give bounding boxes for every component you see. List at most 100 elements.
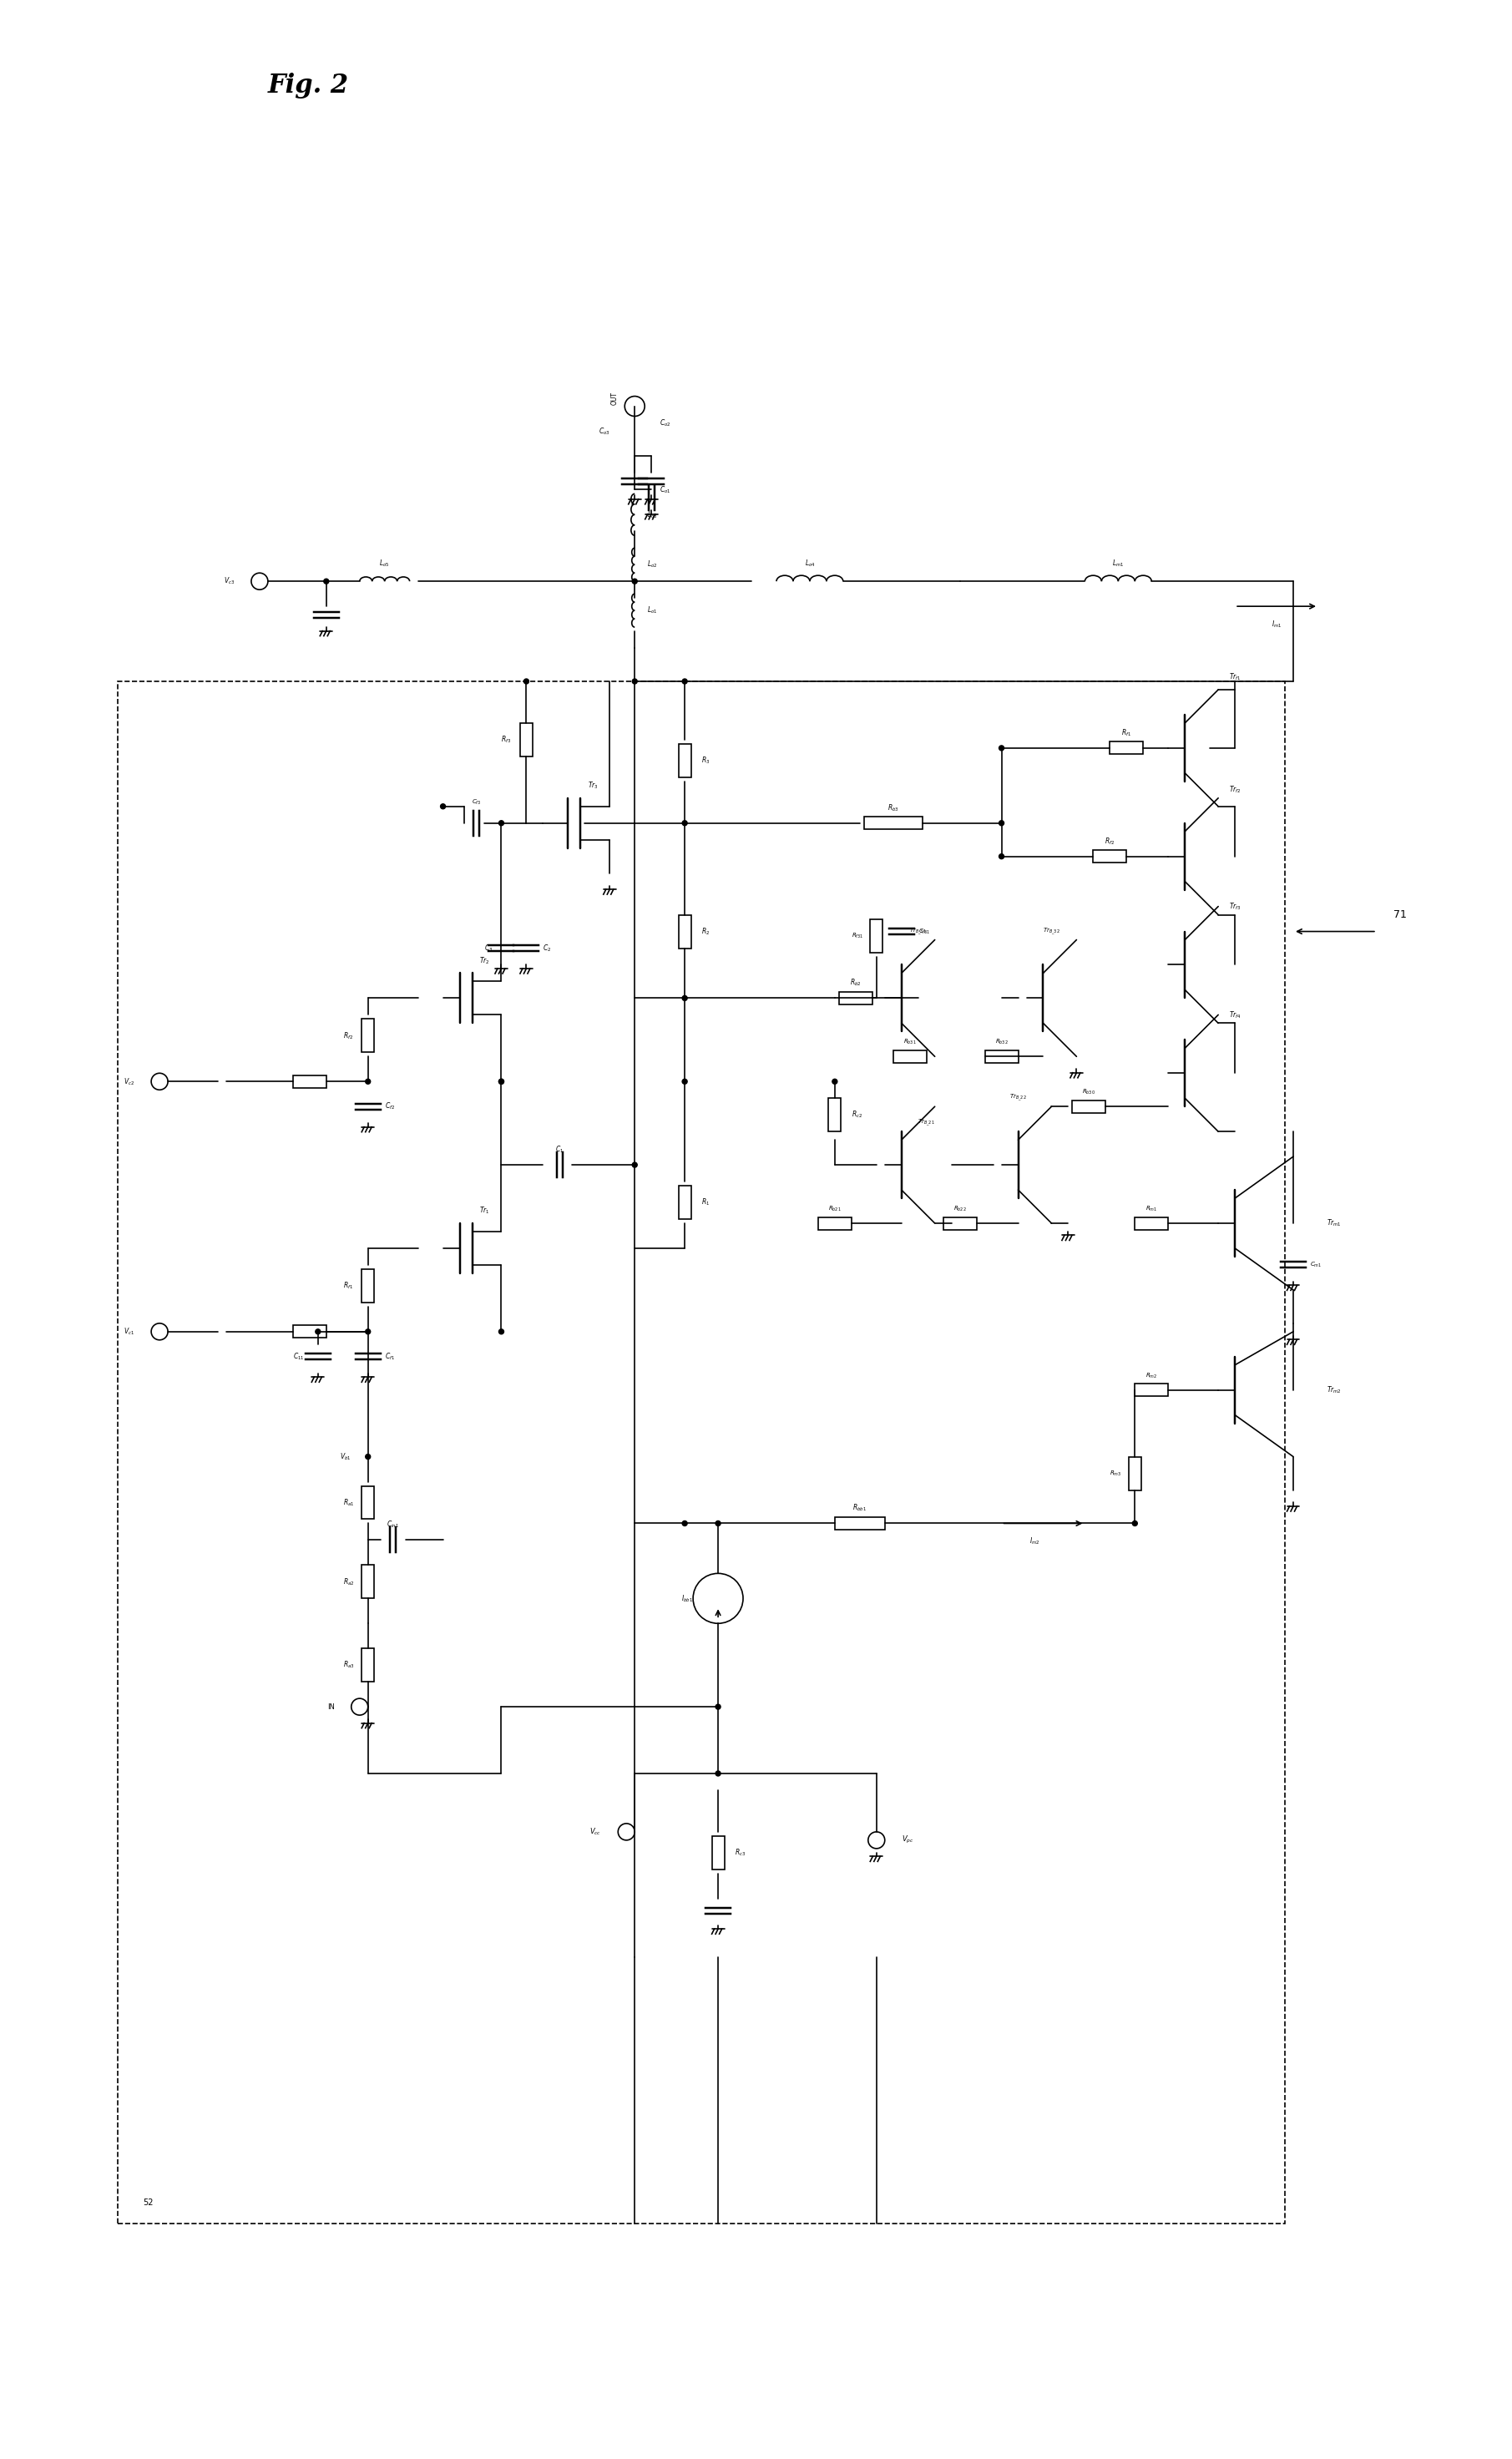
Text: $C_{o2}$: $C_{o2}$ — [659, 418, 671, 428]
Text: $R_{m1}$: $R_{m1}$ — [1146, 1205, 1158, 1212]
Text: $Tr_2$: $Tr_2$ — [479, 957, 490, 966]
Text: $V_{pc}$: $V_{pc}$ — [901, 1834, 913, 1847]
Circle shape — [632, 578, 637, 583]
Circle shape — [999, 745, 1004, 750]
Circle shape — [523, 679, 529, 684]
Text: $L_{o3}$: $L_{o3}$ — [647, 509, 658, 519]
Text: $R_3$: $R_3$ — [702, 755, 711, 765]
Text: $Tr_{f1}$: $Tr_{f1}$ — [1229, 671, 1241, 684]
Bar — [361, 1018, 373, 1052]
Circle shape — [682, 1520, 688, 1527]
Bar — [1110, 743, 1143, 755]
Bar — [118, 681, 1285, 2223]
Text: $I_{m1}$: $I_{m1}$ — [1272, 620, 1282, 630]
Bar — [679, 745, 691, 777]
Text: $V_{c1}$: $V_{c1}$ — [124, 1325, 135, 1338]
Text: $Tr_1$: $Tr_1$ — [479, 1205, 490, 1215]
Bar — [863, 816, 922, 829]
Text: $C_{f2}$: $C_{f2}$ — [384, 1102, 395, 1111]
Text: $Tr_{B\_22}$: $Tr_{B\_22}$ — [1010, 1094, 1027, 1104]
Text: $I_{m2}$: $I_{m2}$ — [1030, 1537, 1040, 1547]
Text: $R_{a3}$: $R_{a3}$ — [343, 1660, 354, 1670]
Text: $C_{m1}$: $C_{m1}$ — [1309, 1261, 1321, 1269]
Text: $L_{m1}$: $L_{m1}$ — [1113, 558, 1125, 568]
Text: $V_{c2}$: $V_{c2}$ — [124, 1077, 135, 1087]
Bar — [871, 920, 883, 952]
Text: $C_{in1}$: $C_{in1}$ — [387, 1520, 399, 1529]
Bar — [361, 1485, 373, 1520]
Text: 71: 71 — [1393, 910, 1406, 920]
Bar — [361, 1269, 373, 1303]
Text: $L_{o4}$: $L_{o4}$ — [804, 558, 815, 568]
Text: $Tr_{m2}$: $Tr_{m2}$ — [1326, 1384, 1341, 1394]
Text: $R_{a1}$: $R_{a1}$ — [343, 1498, 354, 1507]
Text: $R_{bb1}$: $R_{bb1}$ — [853, 1502, 866, 1512]
Circle shape — [366, 1080, 370, 1084]
Text: $R_{f31}$: $R_{f31}$ — [851, 932, 863, 939]
Text: $R_{f2}$: $R_{f2}$ — [1105, 836, 1114, 846]
Bar — [712, 1837, 724, 1869]
Circle shape — [999, 821, 1004, 826]
Bar — [1136, 1384, 1169, 1397]
Text: $C_{o3}$: $C_{o3}$ — [599, 425, 609, 435]
Circle shape — [632, 1163, 637, 1168]
Text: $Tr_{B\_32}$: $Tr_{B\_32}$ — [1043, 927, 1060, 937]
Bar — [835, 1517, 885, 1529]
Text: $C_{f1}$: $C_{f1}$ — [384, 1352, 395, 1362]
Bar — [679, 915, 691, 949]
Text: $R_{b22}$: $R_{b22}$ — [953, 1205, 966, 1212]
Text: $R_{b32}$: $R_{b32}$ — [995, 1038, 1009, 1048]
Text: $R_2$: $R_2$ — [702, 927, 711, 937]
Bar — [293, 1075, 327, 1087]
Circle shape — [440, 804, 446, 809]
Text: $Tr_{f4}$: $Tr_{f4}$ — [1229, 1011, 1241, 1020]
Bar — [1072, 1099, 1105, 1114]
Circle shape — [682, 679, 688, 684]
Bar — [829, 1099, 841, 1131]
Text: $V_{cc}$: $V_{cc}$ — [590, 1827, 602, 1837]
Text: $R_{f2}$: $R_{f2}$ — [343, 1030, 352, 1040]
Text: 52: 52 — [142, 2198, 153, 2208]
Text: $Tr_{B\_31}$: $Tr_{B\_31}$ — [910, 927, 927, 937]
Bar — [361, 1648, 373, 1682]
Bar — [1136, 1217, 1169, 1230]
Circle shape — [499, 1080, 503, 1084]
Text: $L_{o5}$: $L_{o5}$ — [380, 558, 390, 568]
Circle shape — [632, 679, 637, 684]
Text: $R_{f3}$: $R_{f3}$ — [502, 735, 511, 745]
Circle shape — [499, 1330, 503, 1335]
Text: OUT: OUT — [611, 391, 618, 406]
Bar — [943, 1217, 977, 1230]
Text: $V_{b1}$: $V_{b1}$ — [340, 1451, 351, 1463]
Text: $I_{bb1}$: $I_{bb1}$ — [682, 1593, 692, 1603]
Bar — [1093, 851, 1126, 863]
Text: $Tr_{f3}$: $Tr_{f3}$ — [1229, 902, 1241, 912]
Text: $R_{b31}$: $R_{b31}$ — [903, 1038, 916, 1048]
Text: $R_{a2}$: $R_{a2}$ — [343, 1576, 354, 1586]
Text: $R_{c2}$: $R_{c2}$ — [851, 1109, 862, 1121]
Text: $L_{o2}$: $L_{o2}$ — [647, 558, 658, 570]
Text: $L_{o1}$: $L_{o1}$ — [647, 605, 658, 615]
Text: $R_{m3}$: $R_{m3}$ — [1110, 1468, 1122, 1478]
Text: $C_1$: $C_1$ — [555, 1143, 564, 1156]
Bar — [894, 1050, 927, 1062]
Circle shape — [682, 996, 688, 1001]
Bar — [361, 1564, 373, 1598]
Text: $C_2$: $C_2$ — [543, 942, 552, 954]
Text: $R_{b21}$: $R_{b21}$ — [829, 1205, 841, 1212]
Circle shape — [316, 1330, 321, 1335]
Text: $Tr_{m1}$: $Tr_{m1}$ — [1326, 1217, 1341, 1230]
Circle shape — [499, 821, 503, 826]
Bar — [984, 1050, 1018, 1062]
Text: $R_{b3}$: $R_{b3}$ — [888, 802, 898, 814]
Bar — [520, 723, 532, 757]
Text: $C_{11}$: $C_{11}$ — [293, 1352, 304, 1362]
Bar — [679, 1185, 691, 1220]
Bar — [818, 1217, 851, 1230]
Text: $C_3$: $C_3$ — [485, 942, 493, 954]
Text: $R_{f1}$: $R_{f1}$ — [1122, 728, 1131, 738]
Circle shape — [832, 1080, 838, 1084]
Circle shape — [1132, 1520, 1137, 1527]
Text: $C_{f3}$: $C_{f3}$ — [472, 799, 481, 807]
Text: $R_{b30}$: $R_{b30}$ — [1083, 1087, 1096, 1097]
